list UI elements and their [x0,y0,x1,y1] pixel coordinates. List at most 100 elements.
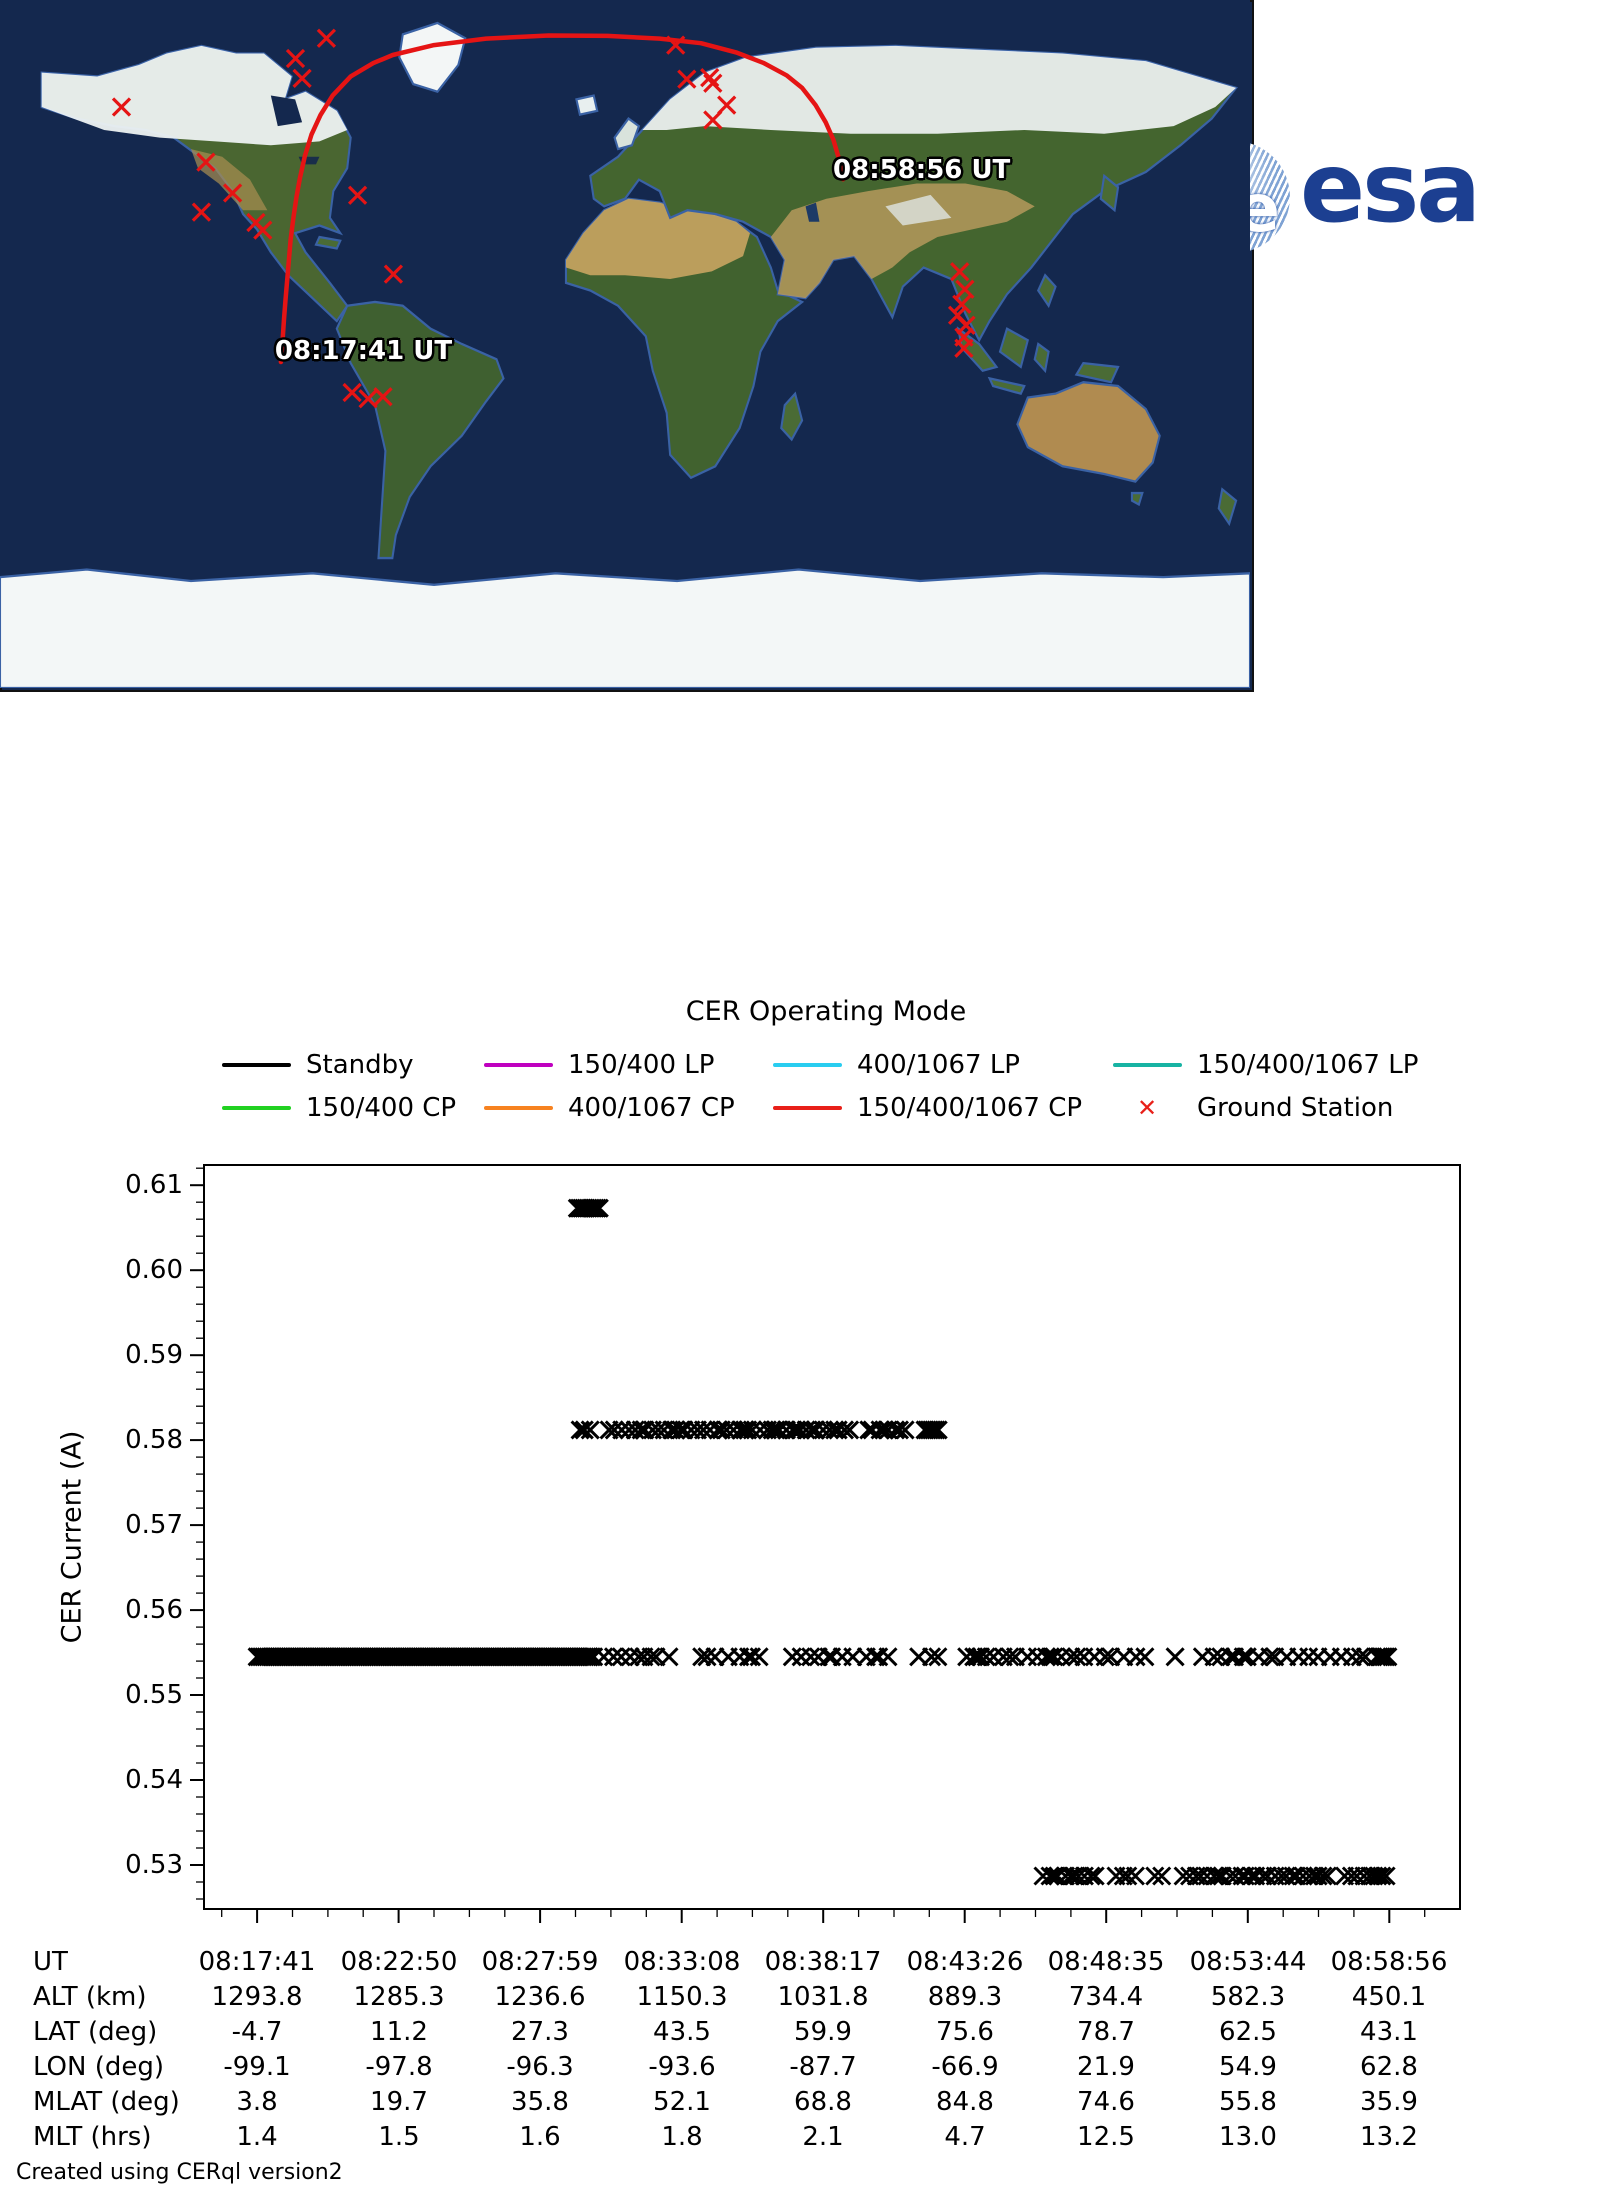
table-cell: 08:38:17 [764,1947,882,1977]
track-end-time-annotation: 08:58:56 UT [833,155,1011,186]
table-cell: 08:53:44 [1189,1947,1307,1977]
table-cell: 43.5 [653,2017,711,2047]
legend-swatch-line [484,1063,553,1067]
legend-swatch-line [222,1063,291,1067]
table-cell: 84.8 [936,2087,994,2117]
table-cell: 1236.6 [494,1982,586,2012]
scatter-series-standby [594,1647,1375,1667]
legend-item-label: Ground Station [1197,1093,1394,1123]
table-cell: 08:43:26 [906,1947,1024,1977]
ground-station-icon [955,279,975,299]
svg-text:0.57: 0.57 [125,1510,183,1540]
ground-station-icon [196,152,216,172]
y-axis-label: CER Current (A) [56,1430,88,1644]
table-cell: -4.7 [231,2017,283,2047]
table-cell: 62.5 [1219,2017,1277,2047]
ground-station-icon [677,69,697,89]
legend-swatch-line [484,1106,553,1110]
ground-track-map: 08:17:41 UT 08:58:56 UT [0,0,1254,692]
table-cell: 2.1 [802,2122,844,2152]
ground-station-icon [950,262,970,282]
svg-text:0.60: 0.60 [125,1255,183,1285]
table-row: LON (deg) -99.1 -97.8 -96.3 -93.6 -87.7 -66.9 2… [0,2050,1600,2085]
table-cell: 734.4 [1068,1982,1144,2012]
satellite-ground-track [278,33,846,365]
ground-station-icon [253,220,273,240]
table-cell: 52.1 [653,2087,711,2117]
table-cell: 1293.8 [211,1982,303,2012]
svg-text:0.61: 0.61 [125,1170,183,1200]
table-cell: 4.7 [944,2122,986,2152]
ground-station-icon [666,35,686,55]
table-row-label: UT [33,1947,68,1977]
table-row: ALT (km) 1293.8 1285.3 1236.6 1150.3 1031.8 88… [0,1980,1600,2015]
scatter-series-standby [570,1420,915,1440]
table-cell: -66.9 [931,2052,999,2082]
legend-swatch-line [773,1063,842,1067]
ground-station-icon [373,387,393,407]
table-cell: 08:17:41 [198,1947,316,1977]
ground-station-icon [700,67,720,88]
ground-station-icon [383,264,404,284]
svg-text:0.54: 0.54 [125,1765,183,1795]
legend-swatch-line [222,1106,291,1110]
ground-station-icon [717,95,737,115]
legend-ground-station-icon: ✕ [1137,1094,1158,1122]
table-row-label: MLT (hrs) [33,2122,152,2152]
table-cell: -96.3 [506,2052,574,2082]
ground-station-icon [347,185,368,205]
table-cell: 62.8 [1360,2052,1418,2082]
table-cell: 74.6 [1077,2087,1135,2117]
table-cell: 08:22:50 [340,1947,458,1977]
table-cell: 13.0 [1219,2122,1277,2152]
scatter-series-standby [1033,1866,1396,1886]
table-cell: 78.7 [1077,2017,1135,2047]
ground-track-overlay [111,28,976,409]
scatter-series-standby [1367,1647,1398,1667]
cer-current-chart: 0.53 0.54 0.55 0.56 0.57 0.58 0.59 0.60 0.61 [125,1164,1461,1923]
table-cell: -99.1 [223,2052,291,2082]
table-cell: 1.5 [378,2122,420,2152]
table-row-label: ALT (km) [33,1982,147,2012]
ground-station-icon [342,382,362,403]
svg-text:0.59: 0.59 [125,1340,183,1370]
table-cell: 1.8 [661,2122,703,2152]
legend-swatch-line [1113,1063,1182,1067]
table-cell: -97.8 [365,2052,433,2082]
legend-swatch-line [773,1106,842,1110]
table-cell: 43.1 [1360,2017,1418,2047]
legend-title: CER Operating Mode [685,996,967,1027]
table-cell: 68.8 [794,2087,852,2117]
table-cell: -87.7 [789,2052,857,2082]
svg-text:0.58: 0.58 [125,1425,183,1455]
ground-station-icon [954,338,974,358]
legend-item-label: 150/400/1067 LP [1197,1050,1419,1080]
table-cell: 27.3 [511,2017,569,2047]
table-cell: 75.6 [936,2017,994,2047]
svg-text:0.53: 0.53 [125,1850,183,1880]
svg-text:0.55: 0.55 [125,1680,183,1710]
table-cell: 1.4 [236,2122,278,2152]
table-cell: 1031.8 [777,1982,869,2012]
table-cell: 54.9 [1219,2052,1277,2082]
legend-item-label: 150/400 LP [568,1050,715,1080]
scatter-series-standby [247,1647,604,1667]
legend-item-label: 400/1067 LP [857,1050,1020,1080]
table-cell: 59.9 [794,2017,852,2047]
table-cell: 08:27:59 [481,1947,599,1977]
table-cell: 13.2 [1360,2122,1418,2152]
table-row: MLAT (deg) 3.8 19.7 35.8 52.1 68.8 84.8 74.6 55.… [0,2085,1600,2120]
ground-station-icon [111,97,132,117]
table-cell: 35.8 [511,2087,569,2117]
scatter-series-standby [567,1198,609,1218]
table-row-label: LON (deg) [33,2052,165,2082]
ground-station-icon [292,68,312,89]
esa-logo-wordmark: esa [1300,132,1481,244]
table-row-label: MLAT (deg) [33,2087,180,2117]
table-cell: 1285.3 [353,1982,445,2012]
table-row: LAT (deg) -4.7 11.2 27.3 43.5 59.9 75.6 78.7 62.… [0,2015,1600,2050]
scatter-series-standby [915,1420,948,1440]
table-row: MLT (hrs) 1.4 1.5 1.6 1.8 2.1 4.7 12.5 13.0 13.2 [0,2120,1600,2155]
ground-station-icon [316,28,337,48]
